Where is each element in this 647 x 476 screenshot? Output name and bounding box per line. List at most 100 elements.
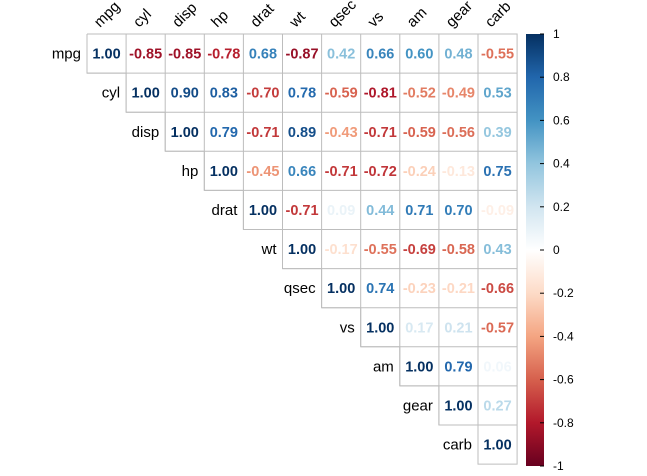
cell-value-qsec-qsec: 1.00 xyxy=(327,281,355,297)
color-legend: 1 0.8 0.6 0.4 0.2 0 -0.2 -0.4 -0.6 -0.8 -1 xyxy=(526,27,574,473)
cell-value-qsec-gear: -0.21 xyxy=(442,281,475,297)
cell-value-vs-gear: 0.21 xyxy=(444,320,472,336)
cell-value-drat-am: 0.71 xyxy=(405,203,433,219)
cell-value-qsec-carb: -0.66 xyxy=(481,281,514,297)
cell-value-hp-wt: 0.66 xyxy=(288,164,316,180)
column-label-disp: disp xyxy=(169,0,200,31)
legend-tick-label: -0.6 xyxy=(553,373,574,387)
cell-value-cyl-cyl: 1.00 xyxy=(132,86,160,102)
cell-value-wt-wt: 1.00 xyxy=(288,242,316,258)
cell-value-am-carb: 0.06 xyxy=(483,359,511,375)
legend-tick-label: -0.8 xyxy=(553,416,574,430)
cell-value-hp-gear: -0.13 xyxy=(442,164,475,180)
cell-value-drat-vs: 0.44 xyxy=(366,203,394,219)
cell-value-am-am: 1.00 xyxy=(405,359,433,375)
cell-value-gear-gear: 1.00 xyxy=(444,398,472,414)
cell-value-hp-drat: -0.45 xyxy=(246,164,279,180)
cell-value-cyl-gear: -0.49 xyxy=(442,86,475,102)
legend-tick-label: 0.6 xyxy=(553,113,570,127)
cell-value-vs-vs: 1.00 xyxy=(366,320,394,336)
row-label-qsec: qsec xyxy=(284,280,316,297)
row-label-disp: disp xyxy=(132,124,160,141)
legend-color-bar xyxy=(526,34,544,466)
row-label-carb: carb xyxy=(443,437,472,454)
cell-value-mpg-qsec: 0.42 xyxy=(327,47,355,63)
legend-tick-label: -0.4 xyxy=(553,329,574,343)
cell-value-drat-carb: -0.09 xyxy=(481,203,514,219)
cell-value-hp-vs: -0.72 xyxy=(364,164,397,180)
column-labels: mpg cyl disp hp drat wt qsec vs am gear carb xyxy=(91,0,515,32)
cell-value-cyl-drat: -0.70 xyxy=(246,86,279,102)
column-label-qsec: qsec xyxy=(325,0,360,31)
cell-value-wt-qsec: -0.17 xyxy=(325,242,358,258)
cell-value-mpg-drat: 0.68 xyxy=(249,47,277,63)
cell-value-drat-gear: 0.70 xyxy=(444,203,472,219)
cell-value-vs-am: 0.17 xyxy=(405,320,433,336)
cell-value-mpg-vs: 0.66 xyxy=(366,47,394,63)
column-label-wt: wt xyxy=(286,8,310,32)
cell-value-disp-qsec: -0.43 xyxy=(325,125,358,141)
column-label-carb: carb xyxy=(482,0,515,31)
cell-value-mpg-hp: -0.78 xyxy=(207,47,240,63)
row-label-am: am xyxy=(373,358,394,375)
cell-value-qsec-vs: 0.74 xyxy=(366,281,394,297)
cell-value-cyl-qsec: -0.59 xyxy=(325,86,358,102)
cell-value-drat-qsec: 0.09 xyxy=(327,203,355,219)
cell-value-mpg-wt: -0.87 xyxy=(286,47,319,63)
legend-tick-label: 0.2 xyxy=(553,200,570,214)
cell-value-disp-am: -0.59 xyxy=(403,125,436,141)
cell-value-mpg-mpg: 1.00 xyxy=(92,47,120,63)
cell-value-cyl-am: -0.52 xyxy=(403,86,436,102)
cell-value-disp-wt: 0.89 xyxy=(288,125,316,141)
cell-value-wt-am: -0.69 xyxy=(403,242,436,258)
cell-value-disp-carb: 0.39 xyxy=(483,125,511,141)
row-label-gear: gear xyxy=(403,397,433,414)
matrix-grid xyxy=(86,33,518,465)
column-label-gear: gear xyxy=(443,0,476,31)
cell-value-mpg-am: 0.60 xyxy=(405,47,433,63)
cell-value-carb-carb: 1.00 xyxy=(483,438,511,454)
row-labels: mpg cyl disp hp drat wt qsec vs am gear carb xyxy=(52,46,472,454)
cell-value-hp-qsec: -0.71 xyxy=(325,164,358,180)
cell-value-mpg-carb: -0.55 xyxy=(481,47,514,63)
cell-value-hp-carb: 0.75 xyxy=(483,164,511,180)
cell-value-mpg-cyl: -0.85 xyxy=(129,47,162,63)
cell-value-wt-carb: 0.43 xyxy=(483,242,511,258)
row-label-drat: drat xyxy=(212,202,239,219)
cell-value-mpg-disp: -0.85 xyxy=(168,47,201,63)
legend-tick-label: 0 xyxy=(553,243,560,257)
column-label-mpg: mpg xyxy=(91,0,124,31)
cell-value-cyl-wt: 0.78 xyxy=(288,86,316,102)
cell-value-disp-drat: -0.71 xyxy=(246,125,279,141)
column-label-vs: vs xyxy=(365,8,388,31)
cell-value-hp-am: -0.24 xyxy=(403,164,436,180)
cell-value-vs-carb: -0.57 xyxy=(481,320,514,336)
cell-value-hp-hp: 1.00 xyxy=(210,164,238,180)
cell-value-disp-vs: -0.71 xyxy=(364,125,397,141)
cell-value-disp-disp: 1.00 xyxy=(171,125,199,141)
cell-value-drat-wt: -0.71 xyxy=(286,203,319,219)
column-label-cyl: cyl xyxy=(130,6,155,31)
column-label-hp: hp xyxy=(208,7,232,31)
cell-value-disp-hp: 0.79 xyxy=(210,125,238,141)
cell-value-qsec-am: -0.23 xyxy=(403,281,436,297)
legend-tick-label: 0.8 xyxy=(553,70,570,84)
legend-tick-label: -0.2 xyxy=(553,286,574,300)
column-label-am: am xyxy=(404,4,431,31)
cell-value-cyl-vs: -0.81 xyxy=(364,86,397,102)
matrix-cells: 1.00 -0.85 -0.85 -0.78 0.68 -0.87 0.42 0.66 0.60… xyxy=(92,47,514,454)
column-label-drat: drat xyxy=(247,0,278,31)
row-label-cyl: cyl xyxy=(102,85,120,102)
legend-tick-label: 0.4 xyxy=(553,157,570,171)
row-label-mpg: mpg xyxy=(52,46,81,63)
cell-value-cyl-hp: 0.83 xyxy=(210,86,238,102)
cell-value-am-gear: 0.79 xyxy=(444,359,472,375)
row-label-vs: vs xyxy=(340,319,355,336)
cell-value-cyl-disp: 0.90 xyxy=(171,86,199,102)
cell-value-drat-drat: 1.00 xyxy=(249,203,277,219)
cell-value-wt-vs: -0.55 xyxy=(364,242,397,258)
cell-value-wt-gear: -0.58 xyxy=(442,242,475,258)
cell-value-mpg-gear: 0.48 xyxy=(444,47,472,63)
row-label-hp: hp xyxy=(182,163,199,180)
